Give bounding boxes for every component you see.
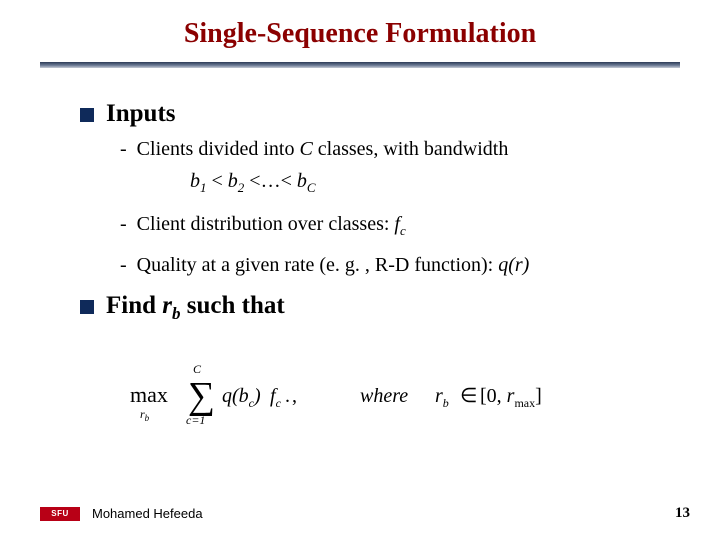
subitem-quality-text: Quality at a given rate (e. g. , R-D fun… [137, 252, 530, 278]
bullet-inputs: Inputs [80, 100, 680, 128]
dash-icon: - [120, 252, 127, 278]
text-fragment: such that [181, 292, 285, 319]
sub-b: b [172, 304, 181, 323]
f-rb: rb [140, 407, 150, 423]
text-fragment: classes, with bandwidth [313, 138, 509, 160]
text-fragment: Client distribution over classes: [137, 213, 395, 235]
subitem-distribution-text: Client distribution over classes: fc [137, 211, 406, 244]
var-C: C [299, 138, 312, 160]
var-b: b [297, 170, 307, 192]
author-name: Mohamed Hefeeda [92, 506, 203, 521]
subitem-distribution: - Client distribution over classes: fc [120, 211, 680, 244]
dots: … [261, 170, 281, 192]
f-where: where [360, 385, 408, 407]
f-rb2: rb [435, 385, 449, 410]
subitem-classes-text: Clients divided into C classes, with ban… [137, 136, 509, 162]
slide: Single-Sequence Formulation Inputs - Cli… [0, 0, 720, 540]
text-fragment: Find [106, 292, 162, 319]
text-fragment: Clients divided into [137, 138, 300, 160]
footer: SFU Mohamed Hefeeda 13 [40, 505, 690, 522]
op-lt: < [207, 170, 228, 192]
f-in: ∈ [460, 385, 477, 407]
f-sum-bot: c=1 [186, 413, 205, 427]
bullet-inputs-label: Inputs [106, 100, 176, 128]
slide-title: Single-Sequence Formulation [0, 18, 720, 50]
sub-C: C [307, 180, 316, 195]
inputs-subitems: - Clients divided into C classes, with b… [120, 136, 680, 278]
f-max: max [130, 382, 168, 407]
f-q: q(bc) [222, 385, 261, 410]
var-b: b [190, 170, 200, 192]
var-r: r [162, 292, 172, 319]
text-fragment: Quality at a given rate (e. g. , R-D fun… [137, 254, 499, 276]
f-comma: , [292, 385, 297, 407]
f-sum-top: C [193, 362, 202, 376]
f-bracket: [0, rmax] [480, 385, 542, 410]
bullet-find: Find rb such that [80, 292, 680, 324]
subitem-classes: - Clients divided into C classes, with b… [120, 136, 680, 162]
sfu-logo: SFU [40, 507, 80, 521]
subitem-quality: - Quality at a given rate (e. g. , R-D f… [120, 252, 680, 278]
op-lt: < [244, 170, 260, 192]
bandwidth-inequality: b1 < b2 <…< bC [190, 168, 680, 201]
sigma-icon: ∑ [188, 375, 215, 417]
op-lt: < [281, 170, 297, 192]
sub-c: c [400, 223, 406, 238]
page-number: 13 [675, 505, 690, 522]
dash-icon: - [120, 211, 127, 237]
square-bullet-icon [80, 108, 94, 122]
footer-left: SFU Mohamed Hefeeda [40, 506, 203, 521]
objective-formula: max rb ∑ C c=1 q(bc) fc . , where rb ∈ [… [130, 360, 600, 430]
var-b: b [228, 170, 238, 192]
content-area: Inputs - Clients divided into C classes,… [80, 100, 680, 332]
dash-icon: - [120, 136, 127, 162]
var-qr: q(r) [498, 254, 529, 276]
bullet-find-text: Find rb such that [106, 292, 285, 324]
title-underline [40, 62, 680, 68]
f-f: fc [270, 385, 282, 410]
square-bullet-icon [80, 300, 94, 314]
f-dot: . [285, 385, 290, 407]
